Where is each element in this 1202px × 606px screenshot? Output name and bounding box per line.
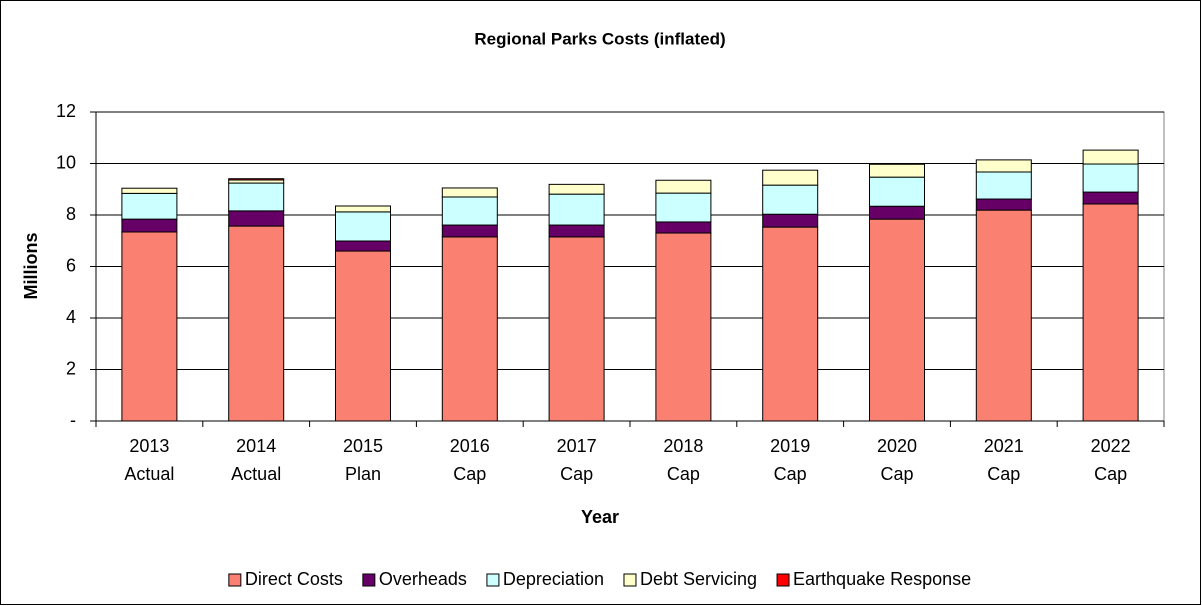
y-tick-label: 4 (66, 307, 76, 327)
x-tick-label: Cap (667, 464, 700, 484)
x-tick-label: Cap (987, 464, 1020, 484)
x-tick-label: Cap (560, 464, 593, 484)
bar-segment (441, 187, 498, 198)
bar-segment (441, 236, 498, 422)
x-tick-label: Cap (880, 464, 913, 484)
y-tick-label: 6 (66, 255, 76, 275)
bar-segment (975, 209, 1032, 422)
x-tick-label: 2022 (1091, 436, 1131, 456)
bar-segment (655, 179, 712, 194)
bar-segment (975, 159, 1032, 173)
bar-segment (335, 211, 391, 242)
legend-label: Debt Servicing (640, 569, 757, 589)
bar-segment (655, 192, 712, 223)
y-tick-label: 8 (66, 204, 76, 224)
chart-title: Regional Parks Costs (inflated) (474, 29, 725, 48)
y-axis-label: Millions (21, 233, 41, 300)
bar-segment (1082, 163, 1139, 193)
bar-segment (975, 171, 1032, 200)
bar-segment (121, 231, 178, 422)
x-tick-label: 2021 (984, 436, 1024, 456)
legend-swatch (486, 573, 500, 587)
x-tick-label: 2016 (450, 436, 490, 456)
bar-segment (869, 176, 925, 207)
x-tick-label: 2013 (129, 436, 169, 456)
legend-label: Depreciation (503, 569, 604, 589)
bar-segment (548, 183, 605, 195)
y-tick-label: 12 (56, 101, 76, 121)
bar-segment (655, 232, 712, 422)
bar-segment (121, 192, 178, 220)
bar-segment (335, 250, 391, 422)
bar-segment (441, 196, 498, 226)
bar-segment (548, 236, 605, 422)
x-tick-label: 2014 (236, 436, 276, 456)
bar-segment (1082, 149, 1139, 165)
bar-segment (762, 169, 819, 186)
x-tick-label: 2017 (557, 436, 597, 456)
legend-swatch (776, 573, 790, 587)
bar-segment (228, 178, 285, 181)
x-tick-label: Cap (1094, 464, 1127, 484)
bar-segment (762, 226, 819, 422)
x-tick-label: Cap (774, 464, 807, 484)
bar-segment (548, 193, 605, 226)
bar-segment (121, 187, 178, 194)
bar-segment (869, 205, 925, 220)
bar-segment (335, 205, 391, 213)
bar-segment (548, 224, 605, 238)
x-tick-label: 2019 (770, 436, 810, 456)
x-tick-label: Cap (453, 464, 486, 484)
legend-label: Overheads (379, 569, 467, 589)
bar-segment (869, 218, 925, 422)
legend-label: Earthquake Response (793, 569, 971, 589)
legend-swatch (623, 573, 637, 587)
x-tick-label: Actual (231, 464, 281, 484)
x-tick-label: Actual (124, 464, 174, 484)
bar-segment (975, 198, 1032, 211)
legend-label: Direct Costs (245, 569, 343, 589)
x-tick-label: 2018 (663, 436, 703, 456)
bar-segment (228, 225, 285, 422)
x-tick-label: Plan (345, 464, 381, 484)
bar-segment (335, 240, 391, 252)
bar-segment (228, 182, 285, 212)
x-tick-label: 2020 (877, 436, 917, 456)
y-tick-label: 2 (66, 358, 76, 378)
legend-swatch (362, 573, 376, 587)
bar-segment (869, 163, 925, 178)
bar-segment (762, 213, 819, 228)
bar-segment (1082, 203, 1139, 422)
x-tick-label: 2015 (343, 436, 383, 456)
bar-segment (121, 218, 178, 233)
y-tick-label: 10 (56, 152, 76, 172)
x-axis-label: Year (581, 507, 619, 527)
bar-segment (655, 221, 712, 234)
legend-swatch (228, 573, 242, 587)
bar-segment (762, 184, 819, 215)
y-tick-label: - (70, 410, 76, 430)
bar-segment (1082, 191, 1139, 205)
bar-segment (228, 210, 285, 227)
bar-segment (441, 224, 498, 238)
